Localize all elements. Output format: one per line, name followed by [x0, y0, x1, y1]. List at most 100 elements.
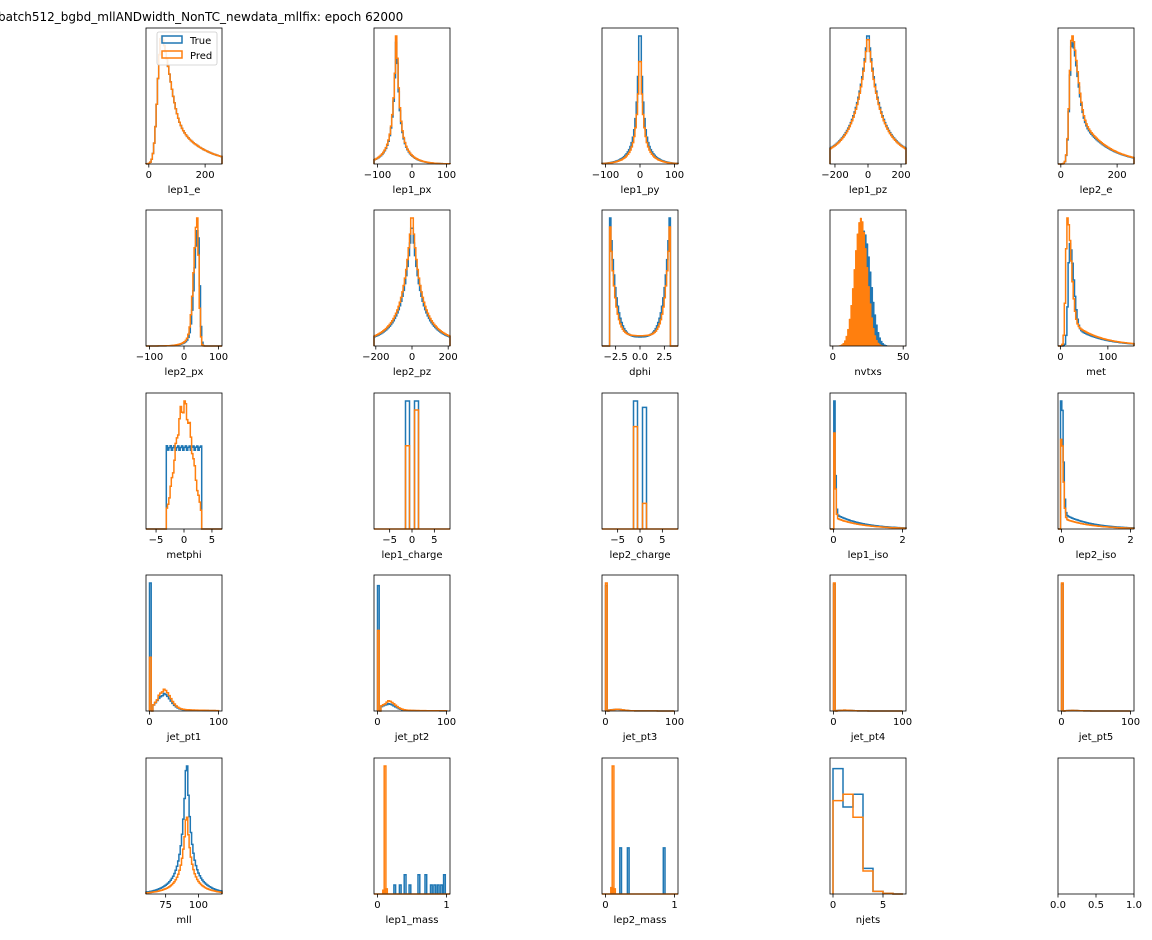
- panel-lep1_py: −100 0 100 lep1_py: [592, 27, 684, 196]
- true-bar-9: [440, 884, 444, 894]
- series-true-hist: [604, 584, 675, 712]
- x-tick-label: 5: [659, 535, 665, 546]
- axes-frame: [1057, 757, 1135, 895]
- true-bar-2: [403, 874, 407, 894]
- x-axis-label: jet_pt3: [622, 732, 657, 743]
- x-tick-label: 0: [1058, 717, 1064, 728]
- axes-frame: [601, 574, 679, 712]
- x-axis-label: lep1_iso: [848, 550, 889, 561]
- axes-frame: [829, 574, 907, 712]
- series-true-hist: [1060, 583, 1131, 712]
- x-tick-label: 0: [602, 717, 608, 728]
- x-axis-label: lep2_px: [165, 367, 204, 378]
- x-tick-label: 0: [865, 170, 871, 181]
- series-true-hist: [373, 227, 451, 346]
- x-tick-label: 100: [437, 170, 456, 181]
- pred-bar-1: [413, 409, 420, 529]
- series-pred-hist: [1058, 217, 1135, 347]
- true-bar-1: [641, 406, 648, 529]
- series-true-hist: [601, 35, 679, 165]
- series-pred-hist: [1060, 582, 1131, 712]
- series-pred-hist: [604, 582, 675, 712]
- series-pred-hist: [148, 656, 220, 712]
- x-axis-label: jet_pt1: [166, 732, 201, 743]
- series-pred-hist: [373, 35, 451, 165]
- x-tick-label: 0: [830, 717, 836, 728]
- x-tick-label: 0: [1057, 352, 1063, 363]
- x-axis-label: lep2_charge: [609, 550, 670, 561]
- true-bar-1: [626, 847, 630, 894]
- series-true-hist: [1058, 242, 1135, 347]
- panel-dphi: −2.5 0.0 2.5 dphi: [601, 209, 679, 378]
- x-tick-label: 5: [209, 535, 215, 546]
- series-true-hist: [376, 584, 448, 712]
- x-axis-label: met: [1086, 367, 1106, 378]
- axes-frame: [373, 757, 451, 895]
- x-tick-label: 0: [830, 352, 836, 363]
- x-tick-label: −200: [362, 352, 389, 363]
- x-tick-label: 1: [671, 900, 677, 911]
- panel-metphi: −5 0 5 metphi: [145, 392, 223, 561]
- legend-label-pred: Pred: [190, 51, 212, 62]
- panel-lep1_e: 0 200 lep1_e True Pred: [145, 27, 223, 196]
- panel-lep1_charge: −5 0 5 lep1_charge: [373, 392, 451, 561]
- axes-frame: [1057, 392, 1135, 530]
- panel-lep2_pz: −200 0 200 lep2_pz: [362, 209, 458, 378]
- true-bar-3: [408, 884, 412, 894]
- panel-jet_pt1: 0 100 jet_pt1: [145, 574, 228, 743]
- panel-empty: 0.0 0.5 1.0: [1050, 757, 1142, 911]
- x-tick-label: −5: [382, 535, 397, 546]
- figure-title: batch512_bgbd_mllANDwidth_NonTC_newdata_…: [0, 10, 403, 24]
- x-tick-label: 0: [1058, 170, 1064, 181]
- pred-bar-1: [383, 765, 387, 894]
- x-tick-label: 200: [891, 170, 910, 181]
- axes-frame: [373, 574, 451, 712]
- x-tick-label: 0: [830, 900, 836, 911]
- x-tick-label: 0: [637, 535, 643, 546]
- x-axis-label: jet_pt4: [850, 732, 885, 743]
- x-tick-label: −200: [821, 170, 848, 181]
- x-tick-label: 0.5: [1088, 900, 1104, 911]
- x-axis-label: lep2_pz: [393, 367, 431, 378]
- x-tick-label: −5: [610, 535, 625, 546]
- x-tick-label: −2.5: [603, 352, 627, 363]
- x-tick-label: 0: [146, 170, 152, 181]
- panel-lep1_pz: −200 0 200 lep1_pz: [821, 27, 911, 196]
- true-bar-5: [424, 874, 428, 894]
- x-axis-label: njets: [856, 915, 880, 926]
- x-axis-label: lep1_mass: [386, 915, 439, 926]
- series-true-hist: [832, 767, 903, 895]
- panel-jet_pt3: 0 100 jet_pt3: [601, 574, 684, 743]
- panel-lep1_iso: 0 2 lep1_iso: [829, 392, 907, 561]
- legend-swatch-pred: [161, 50, 183, 59]
- axes-frame: [1057, 574, 1135, 712]
- true-bar-8: [436, 884, 440, 894]
- x-tick-label: 0: [409, 535, 415, 546]
- x-tick-label: 100: [1098, 352, 1117, 363]
- series-true-hist: [1058, 400, 1135, 530]
- panel-nvtxs: 0 50 nvtxs: [829, 209, 910, 378]
- panel-jet_pt2: 0 100 jet_pt2: [373, 574, 456, 743]
- x-tick-label: 0: [181, 352, 187, 363]
- x-tick-label: 0: [1058, 535, 1064, 546]
- axes-frame: [829, 27, 907, 165]
- x-axis-label: lep2_iso: [1076, 550, 1117, 561]
- x-tick-label: 1: [443, 900, 449, 911]
- axes-frame: [145, 574, 223, 712]
- panel-lep1_px: −100 0 100 lep1_px: [364, 27, 456, 196]
- panel-jet_pt4: 0 100 jet_pt4: [829, 574, 912, 743]
- true-bar-10: [442, 874, 447, 894]
- series-true-hist: [830, 400, 907, 530]
- x-tick-label: 0: [146, 717, 152, 728]
- x-tick-label: 50: [897, 352, 910, 363]
- x-axis-label: jet_pt5: [1078, 732, 1113, 743]
- series-pred-hist: [376, 629, 448, 712]
- x-tick-label: 2: [899, 535, 905, 546]
- legend-swatch-true: [161, 35, 183, 44]
- series-true-hist: [829, 35, 907, 164]
- x-tick-label: 0: [374, 900, 380, 911]
- series-pred-hist: [1058, 438, 1135, 530]
- x-tick-label: 100: [1121, 717, 1140, 728]
